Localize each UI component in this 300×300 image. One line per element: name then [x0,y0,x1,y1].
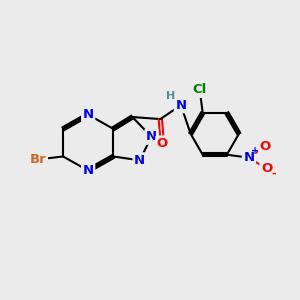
Text: O: O [157,137,168,150]
Text: N: N [82,164,94,177]
Text: -: - [272,169,276,179]
Text: N: N [176,99,187,112]
Text: Br: Br [30,153,46,166]
Text: N: N [134,154,145,167]
Text: N: N [82,108,94,121]
Text: N: N [146,130,157,143]
Text: O: O [260,140,271,153]
Text: H: H [166,91,175,101]
Text: +: + [251,146,260,156]
Text: O: O [261,162,272,175]
Text: N: N [243,151,254,164]
Text: Cl: Cl [193,83,207,96]
